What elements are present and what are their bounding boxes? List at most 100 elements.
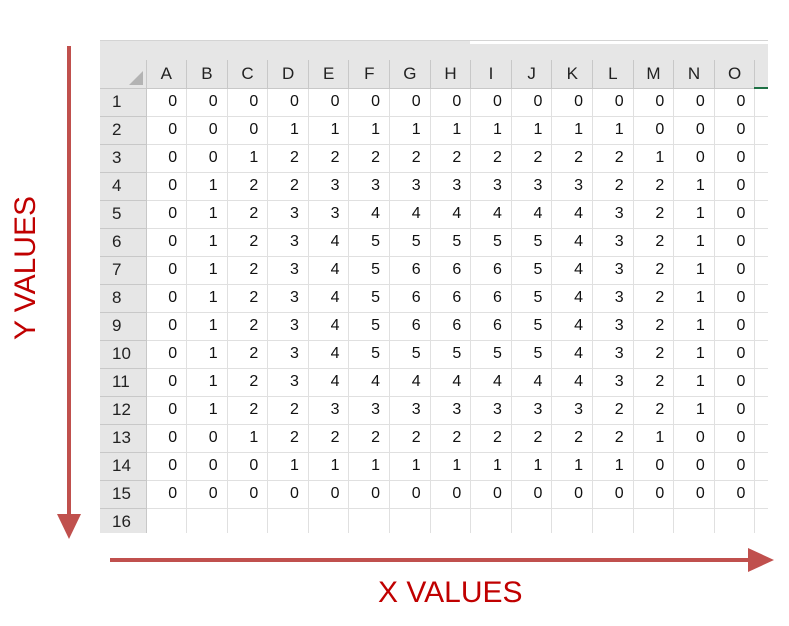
row-header-14[interactable]: 14 bbox=[100, 452, 147, 481]
cell-k5[interactable]: 4 bbox=[551, 200, 594, 229]
cell-n4[interactable]: 1 bbox=[673, 172, 715, 201]
cell-f1[interactable]: 0 bbox=[348, 88, 391, 117]
cell-a10[interactable]: 0 bbox=[146, 340, 188, 369]
cell-a13[interactable]: 0 bbox=[146, 424, 188, 453]
cell-i2[interactable]: 1 bbox=[470, 116, 512, 145]
cell-h9[interactable]: 6 bbox=[430, 312, 472, 341]
cell-k7[interactable]: 4 bbox=[551, 256, 594, 285]
cell-l1[interactable]: 0 bbox=[592, 88, 634, 117]
cell-f16[interactable] bbox=[348, 508, 391, 533]
cell-n8[interactable]: 1 bbox=[673, 284, 715, 313]
cell-overflow[interactable] bbox=[754, 508, 768, 533]
cell-overflow[interactable] bbox=[754, 200, 768, 229]
cell-j5[interactable]: 4 bbox=[511, 200, 553, 229]
cell-d14[interactable]: 1 bbox=[267, 452, 309, 481]
cell-i4[interactable]: 3 bbox=[470, 172, 512, 201]
cell-j14[interactable]: 1 bbox=[511, 452, 553, 481]
cell-o11[interactable]: 0 bbox=[714, 368, 756, 397]
cell-c2[interactable]: 0 bbox=[227, 116, 269, 145]
cell-n13[interactable]: 0 bbox=[673, 424, 715, 453]
cell-k8[interactable]: 4 bbox=[551, 284, 594, 313]
row-header-12[interactable]: 12 bbox=[100, 396, 147, 425]
cell-n7[interactable]: 1 bbox=[673, 256, 715, 285]
cell-i1[interactable]: 0 bbox=[470, 88, 512, 117]
row-header-9[interactable]: 9 bbox=[100, 312, 147, 341]
cell-k13[interactable]: 2 bbox=[551, 424, 594, 453]
cell-c9[interactable]: 2 bbox=[227, 312, 269, 341]
cell-d13[interactable]: 2 bbox=[267, 424, 309, 453]
cell-g1[interactable]: 0 bbox=[389, 88, 431, 117]
cell-h13[interactable]: 2 bbox=[430, 424, 472, 453]
cell-j2[interactable]: 1 bbox=[511, 116, 553, 145]
cell-n16[interactable] bbox=[673, 508, 715, 533]
row-header-8[interactable]: 8 bbox=[100, 284, 147, 313]
column-header-o[interactable]: O bbox=[714, 60, 756, 89]
cell-g6[interactable]: 5 bbox=[389, 228, 431, 257]
cell-overflow[interactable] bbox=[754, 452, 768, 481]
cell-c10[interactable]: 2 bbox=[227, 340, 269, 369]
column-header-e[interactable]: E bbox=[308, 60, 350, 89]
cell-m16[interactable] bbox=[633, 508, 675, 533]
cell-h14[interactable]: 1 bbox=[430, 452, 472, 481]
cell-overflow[interactable] bbox=[754, 424, 768, 453]
cell-i16[interactable] bbox=[470, 508, 512, 533]
cell-overflow[interactable] bbox=[754, 256, 768, 285]
cell-g12[interactable]: 3 bbox=[389, 396, 431, 425]
cell-d11[interactable]: 3 bbox=[267, 368, 309, 397]
cell-o13[interactable]: 0 bbox=[714, 424, 756, 453]
cell-a5[interactable]: 0 bbox=[146, 200, 188, 229]
cell-i15[interactable]: 0 bbox=[470, 480, 512, 509]
cell-l12[interactable]: 2 bbox=[592, 396, 634, 425]
column-header-c[interactable]: C bbox=[227, 60, 269, 89]
cell-l7[interactable]: 3 bbox=[592, 256, 634, 285]
cell-l4[interactable]: 2 bbox=[592, 172, 634, 201]
cell-n10[interactable]: 1 bbox=[673, 340, 715, 369]
cell-g10[interactable]: 5 bbox=[389, 340, 431, 369]
cell-a2[interactable]: 0 bbox=[146, 116, 188, 145]
cell-overflow[interactable] bbox=[754, 172, 768, 201]
cell-i14[interactable]: 1 bbox=[470, 452, 512, 481]
cell-b2[interactable]: 0 bbox=[186, 116, 228, 145]
cell-o2[interactable]: 0 bbox=[714, 116, 756, 145]
cell-e15[interactable]: 0 bbox=[308, 480, 350, 509]
column-header-h[interactable]: H bbox=[430, 60, 472, 89]
cell-e8[interactable]: 4 bbox=[308, 284, 350, 313]
cell-n3[interactable]: 0 bbox=[673, 144, 715, 173]
cell-f2[interactable]: 1 bbox=[348, 116, 391, 145]
cell-a8[interactable]: 0 bbox=[146, 284, 188, 313]
cell-b10[interactable]: 1 bbox=[186, 340, 228, 369]
cell-d2[interactable]: 1 bbox=[267, 116, 309, 145]
cell-f12[interactable]: 3 bbox=[348, 396, 391, 425]
cell-l5[interactable]: 3 bbox=[592, 200, 634, 229]
cell-h1[interactable]: 0 bbox=[430, 88, 472, 117]
cell-f5[interactable]: 4 bbox=[348, 200, 391, 229]
select-all-button[interactable] bbox=[100, 60, 147, 89]
cell-d10[interactable]: 3 bbox=[267, 340, 309, 369]
row-header-10[interactable]: 10 bbox=[100, 340, 147, 369]
cell-o3[interactable]: 0 bbox=[714, 144, 756, 173]
column-header-l[interactable]: L bbox=[592, 60, 634, 89]
cell-m3[interactable]: 1 bbox=[633, 144, 675, 173]
cell-e12[interactable]: 3 bbox=[308, 396, 350, 425]
cell-overflow[interactable] bbox=[754, 88, 768, 117]
cell-l11[interactable]: 3 bbox=[592, 368, 634, 397]
cell-o6[interactable]: 0 bbox=[714, 228, 756, 257]
cell-c14[interactable]: 0 bbox=[227, 452, 269, 481]
cell-a7[interactable]: 0 bbox=[146, 256, 188, 285]
cell-i9[interactable]: 6 bbox=[470, 312, 512, 341]
cell-f6[interactable]: 5 bbox=[348, 228, 391, 257]
cell-c16[interactable] bbox=[227, 508, 269, 533]
cell-m4[interactable]: 2 bbox=[633, 172, 675, 201]
column-header-k[interactable]: K bbox=[551, 60, 594, 89]
cell-h5[interactable]: 4 bbox=[430, 200, 472, 229]
cell-h11[interactable]: 4 bbox=[430, 368, 472, 397]
cell-e2[interactable]: 1 bbox=[308, 116, 350, 145]
cell-j8[interactable]: 5 bbox=[511, 284, 553, 313]
cell-m8[interactable]: 2 bbox=[633, 284, 675, 313]
row-header-13[interactable]: 13 bbox=[100, 424, 147, 453]
cell-n5[interactable]: 1 bbox=[673, 200, 715, 229]
cell-j15[interactable]: 0 bbox=[511, 480, 553, 509]
cell-b3[interactable]: 0 bbox=[186, 144, 228, 173]
cell-b4[interactable]: 1 bbox=[186, 172, 228, 201]
column-header-m[interactable]: M bbox=[633, 60, 675, 89]
